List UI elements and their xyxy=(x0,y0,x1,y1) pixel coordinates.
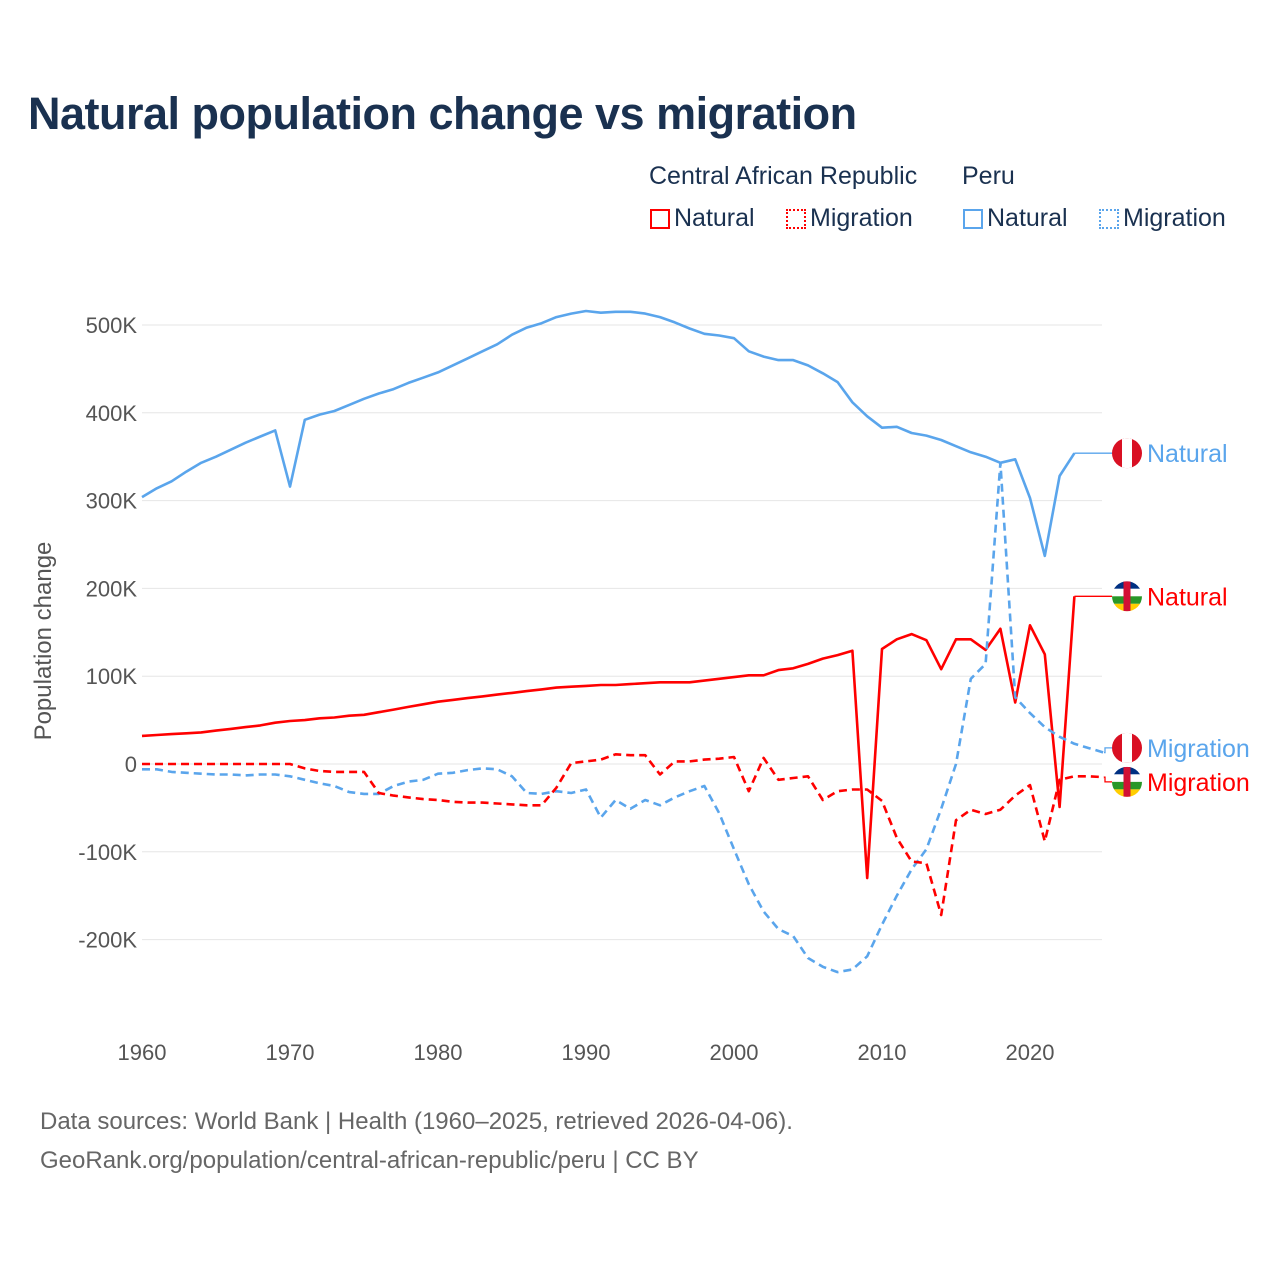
y-tick-label: 100K xyxy=(86,664,138,689)
x-tick-label: 2010 xyxy=(858,1040,907,1065)
y-tick-label: 400K xyxy=(86,401,138,426)
solid-swatch-icon xyxy=(963,208,983,229)
peru-flag-icon xyxy=(1112,732,1142,763)
series-line-central-african-republic-natural[interactable] xyxy=(141,596,1076,880)
series-end-label: Natural xyxy=(1147,440,1228,468)
y-tick-label: -100K xyxy=(78,840,137,865)
dotted-swatch-icon xyxy=(1099,208,1119,229)
legend-group-car: Central African Republic xyxy=(649,162,918,190)
chart-title: Natural population change vs migration xyxy=(28,88,857,139)
x-tick-label: 2000 xyxy=(710,1040,759,1065)
legend-item-peru-migration[interactable]: Migration xyxy=(1099,204,1226,233)
central-african-republic-flag-icon xyxy=(1112,581,1142,612)
series-end-label: Migration xyxy=(1147,735,1250,763)
y-axis-title: Population change xyxy=(30,542,57,741)
y-tick-label: 300K xyxy=(86,489,138,514)
x-tick-label: 1970 xyxy=(266,1040,315,1065)
series-line-central-african-republic-migration[interactable] xyxy=(142,753,1105,917)
legend-item-car-natural[interactable]: Natural xyxy=(650,204,755,233)
x-tick-label: 1990 xyxy=(562,1040,611,1065)
legend-label: Natural xyxy=(674,204,755,232)
y-tick-label: -200K xyxy=(78,928,137,953)
label-connector xyxy=(1104,776,1112,783)
x-tick-label: 1980 xyxy=(414,1040,463,1065)
peru-flag-icon xyxy=(1112,438,1142,469)
series-end-label: Migration xyxy=(1147,769,1250,797)
y-tick-label: 500K xyxy=(86,313,138,338)
y-tick-label: 0 xyxy=(125,752,137,777)
legend-label: Natural xyxy=(987,204,1068,232)
legend-label: Migration xyxy=(810,204,913,232)
y-tick-label: 200K xyxy=(86,576,138,601)
legend-group-peru: Peru xyxy=(962,162,1015,190)
footer-url[interactable]: GeoRank.org/population/central-african-r… xyxy=(40,1147,699,1174)
legend-label: Migration xyxy=(1123,204,1226,232)
legend-item-car-migration[interactable]: Migration xyxy=(786,204,913,233)
solid-swatch-icon xyxy=(650,208,670,229)
series-end-label: Natural xyxy=(1147,583,1228,611)
legend-item-peru-natural[interactable]: Natural xyxy=(963,204,1068,233)
footer-sources: Data sources: World Bank | Health (1960–… xyxy=(40,1108,793,1135)
series-line-peru-natural[interactable] xyxy=(141,309,1076,558)
series-line-peru-migration[interactable] xyxy=(142,461,1105,974)
x-tick-label: 2020 xyxy=(1006,1040,1055,1065)
dotted-swatch-icon xyxy=(786,208,806,229)
x-tick-label: 1960 xyxy=(118,1040,167,1065)
label-connector xyxy=(1104,747,1112,754)
central-african-republic-flag-icon xyxy=(1112,766,1142,797)
